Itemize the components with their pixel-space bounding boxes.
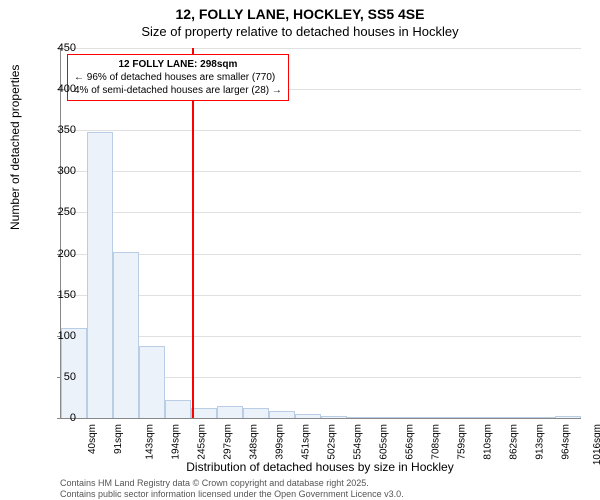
x-tick-label: 1016sqm <box>592 424 600 465</box>
x-tick-label: 964sqm <box>561 424 572 460</box>
histogram-bar <box>451 417 477 418</box>
x-tick-label: 399sqm <box>275 424 286 460</box>
histogram-bar <box>321 416 347 418</box>
histogram-bar <box>555 416 581 418</box>
histogram-bar <box>87 132 113 418</box>
y-tick-label: 50 <box>46 371 76 383</box>
x-tick-label: 91sqm <box>113 424 124 454</box>
chart-title-sub: Size of property relative to detached ho… <box>0 24 600 39</box>
x-tick-label: 913sqm <box>535 424 546 460</box>
x-tick-label: 862sqm <box>509 424 520 460</box>
y-tick-label: 200 <box>46 248 76 260</box>
y-tick-label: 400 <box>46 83 76 95</box>
gridline <box>61 254 581 255</box>
y-tick-label: 100 <box>46 330 76 342</box>
annotation-line-2: ← 96% of detached houses are smaller (77… <box>74 71 282 84</box>
gridline <box>61 336 581 337</box>
histogram-bar <box>347 417 373 418</box>
gridline <box>61 295 581 296</box>
x-tick-label: 143sqm <box>145 424 156 460</box>
annotation-line-1: 12 FOLLY LANE: 298sqm <box>74 58 282 71</box>
histogram-bar <box>139 346 165 418</box>
y-tick-label: 150 <box>46 289 76 301</box>
x-tick-label: 502sqm <box>327 424 338 460</box>
annotation-box: 12 FOLLY LANE: 298sqm← 96% of detached h… <box>67 54 289 101</box>
x-tick-label: 554sqm <box>353 424 364 460</box>
x-tick-label: 708sqm <box>431 424 442 460</box>
x-tick-label: 759sqm <box>457 424 468 460</box>
attribution-line-2: Contains public sector information licen… <box>60 489 404 500</box>
y-tick-label: 300 <box>46 165 76 177</box>
histogram-bar <box>399 417 425 418</box>
histogram-bar <box>113 252 139 418</box>
x-tick-label: 810sqm <box>483 424 494 460</box>
histogram-bar <box>373 417 399 418</box>
plot-area: 12 FOLLY LANE: 298sqm← 96% of detached h… <box>60 48 581 419</box>
x-tick-label: 245sqm <box>197 424 208 460</box>
histogram-bar <box>425 417 451 418</box>
chart-title-main: 12, FOLLY LANE, HOCKLEY, SS5 4SE <box>0 6 600 22</box>
x-tick-label: 348sqm <box>249 424 260 460</box>
histogram-bar <box>217 406 243 418</box>
y-tick-label: 350 <box>46 124 76 136</box>
y-axis-label: Number of detached properties <box>8 65 22 230</box>
histogram-bar <box>529 417 555 418</box>
marker-line <box>192 48 194 418</box>
histogram-bar <box>295 414 321 418</box>
y-tick-label: 450 <box>46 42 76 54</box>
attribution: Contains HM Land Registry data © Crown c… <box>60 478 404 500</box>
x-tick-label: 297sqm <box>223 424 234 460</box>
histogram-bar <box>503 417 529 418</box>
histogram-bar <box>243 408 269 418</box>
gridline <box>61 171 581 172</box>
gridline <box>61 48 581 49</box>
histogram-bar <box>269 411 295 418</box>
x-tick-label: 40sqm <box>87 424 98 454</box>
annotation-line-3: 4% of semi-detached houses are larger (2… <box>74 84 282 97</box>
histogram-bar <box>477 417 503 418</box>
x-tick-label: 605sqm <box>379 424 390 460</box>
gridline <box>61 130 581 131</box>
x-tick-label: 451sqm <box>301 424 312 460</box>
histogram-bar <box>191 408 217 418</box>
attribution-line-1: Contains HM Land Registry data © Crown c… <box>60 478 404 489</box>
x-axis-label: Distribution of detached houses by size … <box>60 460 580 474</box>
y-tick-label: 0 <box>46 412 76 424</box>
y-tick-label: 250 <box>46 206 76 218</box>
chart-container: 12, FOLLY LANE, HOCKLEY, SS5 4SE Size of… <box>0 0 600 500</box>
x-tick-label: 656sqm <box>405 424 416 460</box>
histogram-bar <box>165 400 191 418</box>
gridline <box>61 212 581 213</box>
x-tick-label: 194sqm <box>171 424 182 460</box>
